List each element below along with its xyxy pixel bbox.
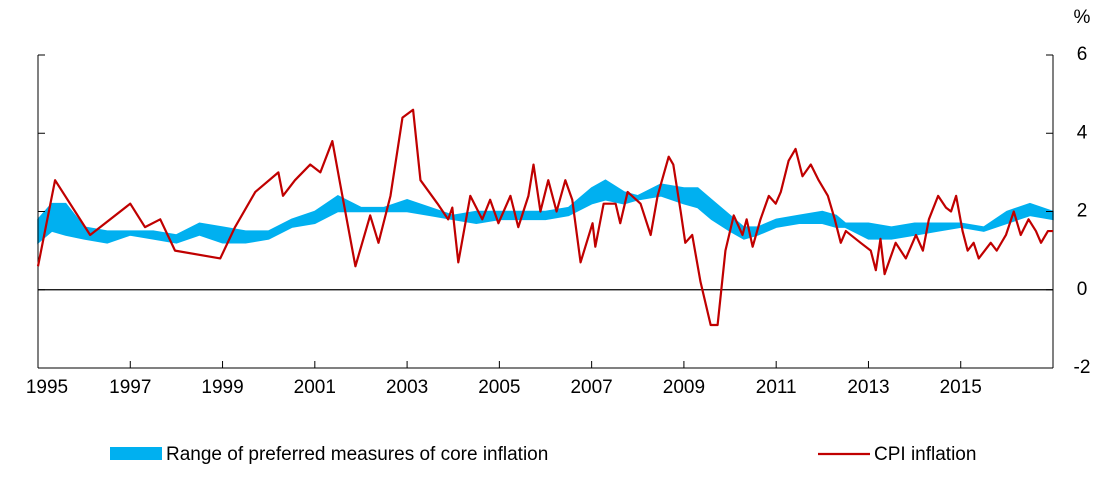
x-tick-label: 1995 bbox=[26, 377, 68, 398]
legend-swatch bbox=[110, 447, 162, 460]
legend-label: Range of preferred measures of core infl… bbox=[166, 444, 548, 465]
x-tick-label: 2009 bbox=[663, 377, 705, 398]
x-tick-label: 2011 bbox=[756, 377, 797, 398]
y-unit: % bbox=[1074, 7, 1091, 28]
x-tick-label: 2013 bbox=[847, 377, 889, 398]
y-tick-label: 4 bbox=[1077, 122, 1088, 143]
y-tick-label: 0 bbox=[1077, 279, 1088, 300]
x-tick-label: 2005 bbox=[478, 377, 520, 398]
x-tick-label: 2015 bbox=[940, 377, 982, 398]
cpi-line bbox=[36, 108, 1053, 327]
y-tick-label: 6 bbox=[1077, 44, 1088, 65]
x-tick-label: 1997 bbox=[109, 377, 151, 398]
y-tick-label: 2 bbox=[1077, 201, 1088, 222]
legend-label: CPI inflation bbox=[874, 444, 976, 465]
x-tick-label: 2003 bbox=[386, 377, 428, 398]
y-tick-label: -2 bbox=[1074, 357, 1091, 378]
x-tick-label: 1999 bbox=[201, 377, 243, 398]
x-tick-label: 2001 bbox=[294, 377, 336, 398]
x-tick-label: 2007 bbox=[570, 377, 612, 398]
